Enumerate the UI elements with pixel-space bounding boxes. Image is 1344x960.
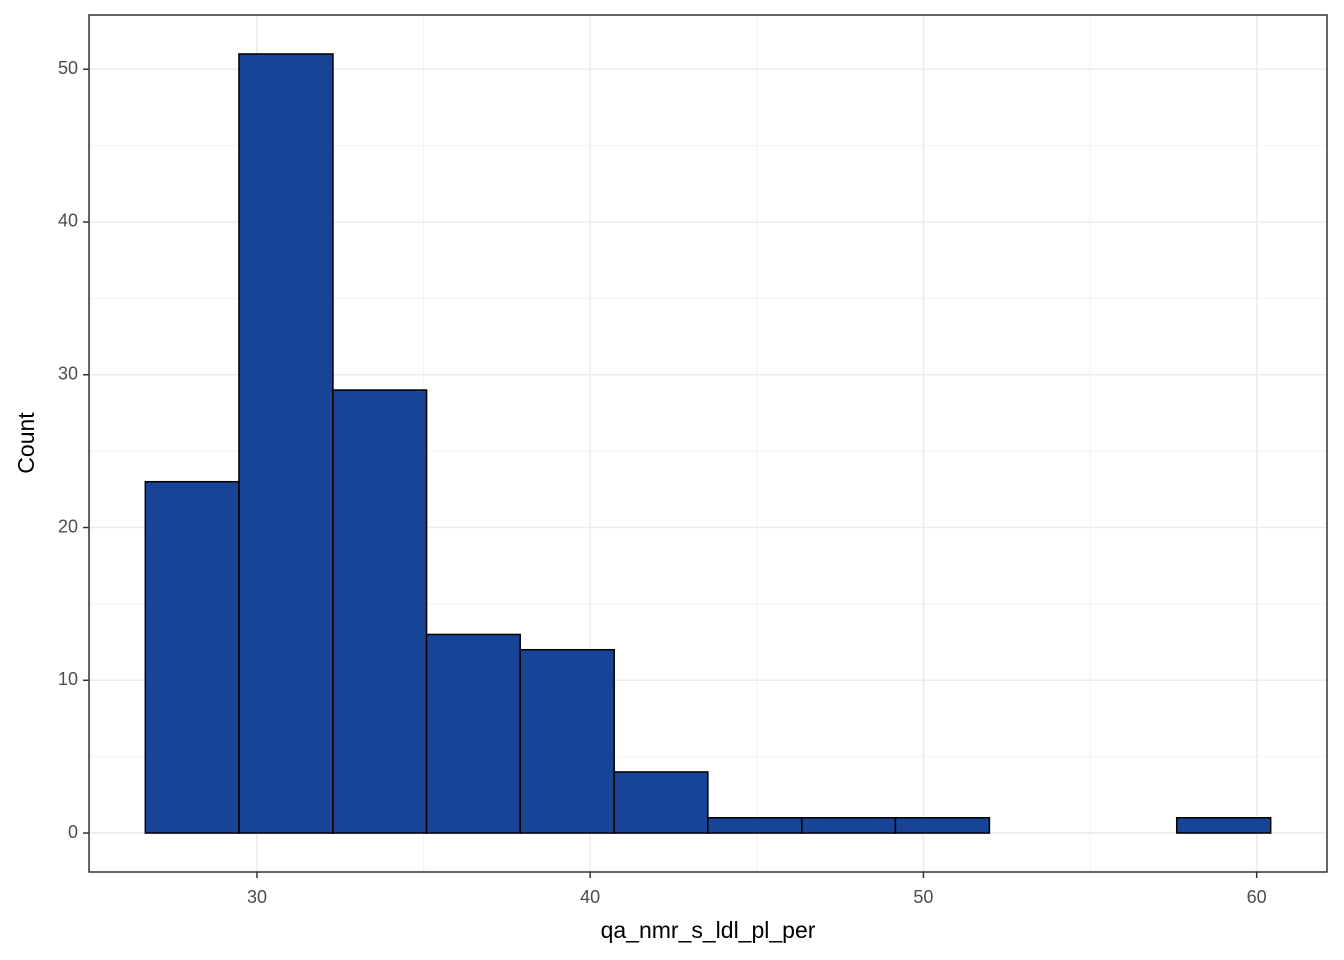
bar bbox=[144, 480, 240, 834]
x-tick-label: 40 bbox=[580, 887, 600, 907]
y-tick-label: 20 bbox=[58, 516, 78, 536]
x-tick-label: 60 bbox=[1247, 887, 1267, 907]
bar bbox=[332, 389, 428, 834]
panel-border bbox=[88, 14, 1328, 873]
bar bbox=[238, 53, 334, 834]
bar bbox=[425, 633, 521, 834]
x-tick-label: 30 bbox=[247, 887, 267, 907]
bar bbox=[894, 817, 991, 834]
y-tick-label: 10 bbox=[58, 669, 78, 689]
bar bbox=[1175, 817, 1272, 834]
bar bbox=[801, 817, 897, 834]
y-tick-label: 40 bbox=[58, 211, 78, 231]
x-axis-title: qa_nmr_s_ldl_pl_per bbox=[601, 917, 816, 943]
bar bbox=[613, 771, 709, 834]
y-tick-label: 0 bbox=[68, 822, 78, 842]
y-tick-label: 30 bbox=[58, 364, 78, 384]
bar bbox=[519, 648, 615, 834]
y-axis-title: Count bbox=[13, 412, 39, 474]
x-tick-label: 50 bbox=[913, 887, 933, 907]
bar bbox=[707, 817, 803, 834]
y-tick-label: 50 bbox=[58, 58, 78, 78]
